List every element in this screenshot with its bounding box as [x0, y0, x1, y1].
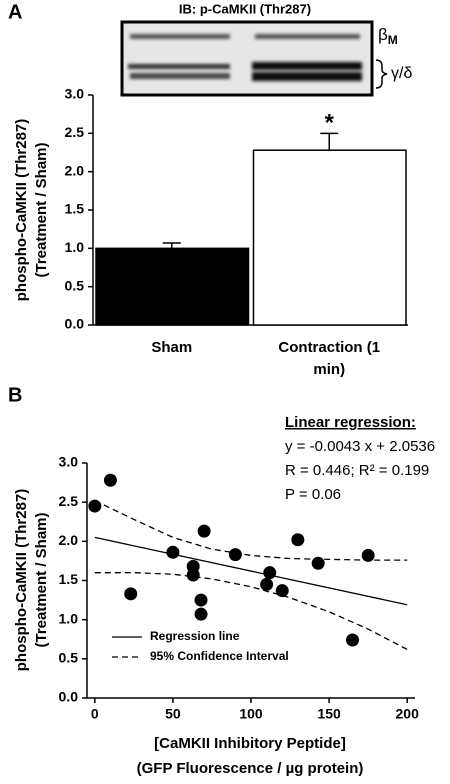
annotation-title: Linear regression:	[285, 414, 416, 431]
point	[194, 607, 208, 621]
point	[263, 566, 277, 580]
point	[124, 587, 138, 601]
bar	[95, 247, 250, 326]
error-bar	[320, 132, 339, 151]
x-tick-label: 100	[239, 706, 263, 722]
point	[166, 545, 180, 559]
y-tick-label: 3.0	[65, 86, 85, 102]
x-tick-label: Sham	[151, 339, 193, 356]
band-label: βM	[378, 25, 398, 47]
point	[197, 524, 211, 538]
x-tick-label: 150	[317, 706, 341, 722]
y-tick-label: 0.5	[59, 650, 79, 666]
y-tick-label: 2.0	[59, 532, 79, 548]
x-tick-label: 200	[396, 706, 420, 722]
x-axis-label: [CaMKII Inhibitory Peptide]	[154, 735, 346, 752]
point	[275, 584, 289, 598]
x-tick-label: 0	[91, 706, 99, 722]
point	[194, 593, 208, 607]
x-tick-label: Contraction (1 min)	[278, 339, 381, 378]
x-tick-label: 50	[165, 706, 181, 722]
y-axis-label: (Treatment / Sham)	[33, 142, 50, 277]
bar	[252, 149, 407, 326]
panel-label: A	[8, 1, 22, 23]
significance-marker: *	[325, 109, 335, 136]
x-axis-label: (GFP Fluorescence / µg protein)	[137, 760, 364, 777]
y-tick-label: 1.5	[65, 201, 85, 217]
point	[291, 533, 305, 547]
y-tick-label: 2.5	[59, 493, 79, 509]
y-tick-label: 3.0	[59, 454, 79, 470]
ci-upper	[94, 500, 408, 561]
point	[228, 548, 242, 562]
point	[103, 473, 117, 487]
error-bar	[162, 242, 181, 249]
y-axis-label: phospho-CaMKII (Thr287)	[13, 119, 30, 302]
annotation-line: R = 0.446; R² = 0.199	[285, 462, 429, 479]
y-tick-label: 2.0	[65, 162, 85, 178]
y-axis-label: (Treatment / Sham)	[33, 512, 50, 647]
y-axis-label: phospho-CaMKII (Thr287)	[13, 489, 30, 672]
regression-line	[94, 536, 408, 606]
y-tick-label: 0.0	[65, 316, 85, 332]
annotation-line: y = -0.0043 x + 2.0536	[285, 438, 435, 455]
point	[88, 499, 102, 513]
y-tick-label: 1.0	[59, 610, 79, 626]
ci-lower	[94, 572, 408, 651]
point	[311, 556, 325, 570]
legend-label: 95% Confidence Interval	[150, 649, 289, 663]
point	[361, 548, 375, 562]
y-tick-label: 0.5	[65, 277, 85, 293]
point	[346, 633, 360, 647]
legend-label: Regression line	[150, 629, 240, 643]
band-label-text: β	[378, 25, 388, 44]
y-tick-label: 1.5	[59, 571, 79, 587]
band-label: γ/δ	[391, 65, 412, 82]
panel-label: B	[8, 384, 22, 406]
y-tick-label: 0.0	[59, 689, 79, 705]
blot-image	[120, 20, 388, 97]
annotation-line: P = 0.06	[285, 486, 341, 503]
y-tick-label: 1.0	[65, 239, 85, 255]
band-label-sub: M	[388, 33, 398, 47]
point	[186, 568, 200, 582]
y-tick-label: 2.5	[65, 124, 85, 140]
point	[260, 577, 274, 591]
blot-title: IB: p-CaMKII (Thr287)	[179, 1, 311, 16]
